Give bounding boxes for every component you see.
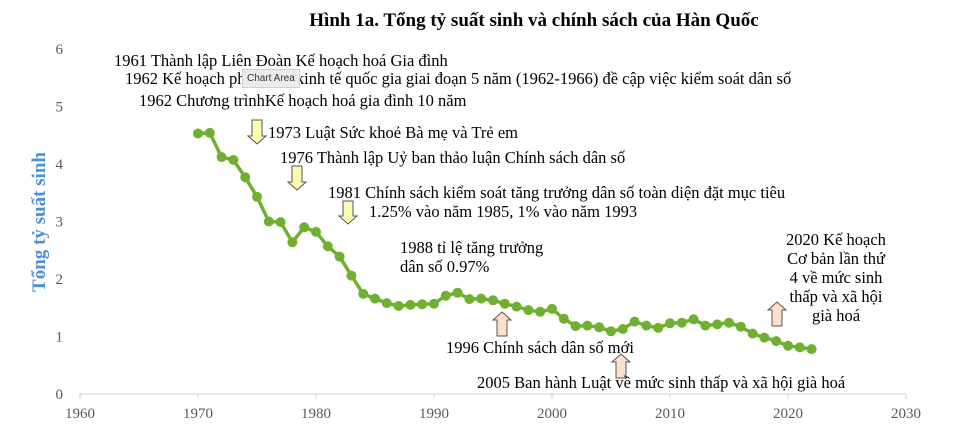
data-point: [665, 318, 675, 329]
data-point: [535, 306, 546, 317]
series-line: [193, 127, 817, 355]
y-tick-label: 0: [56, 387, 64, 403]
annotation-a1976: 1976 Thành lập Uỷ ban thảo luận Chính sá…: [280, 148, 625, 167]
annotation-a2005: 2005 Ban hành Luật về mức sinh thấp và x…: [477, 373, 846, 392]
data-point: [370, 293, 380, 304]
x-tick-label: 2030: [891, 406, 921, 422]
data-point: [629, 316, 640, 327]
data-point: [771, 336, 782, 347]
data-point: [511, 301, 522, 312]
data-point: [570, 321, 581, 332]
annotation-a1981: 1981 Chính sách kiểm soát tăng trưởng dâ…: [328, 183, 785, 202]
y-tick-label: 3: [56, 215, 64, 231]
data-point: [488, 295, 498, 306]
data-point: [712, 319, 723, 330]
annotation-arrows: [246, 119, 788, 379]
chart-title: Hình 1a. Tổng tỷ suất sinh và chính sách…: [309, 10, 758, 31]
data-point: [240, 172, 251, 183]
data-point: [263, 216, 274, 227]
data-point: [499, 298, 510, 309]
annotation-a2020: 2020 Kế hoạch: [786, 230, 887, 249]
data-point: [228, 155, 239, 165]
data-point: [287, 237, 298, 248]
data-point: [429, 298, 439, 309]
annotation-a1988: 1988 tỉ lệ tăng trưởng: [400, 238, 543, 257]
annotation-a2020: 4 về mức sinh: [790, 268, 884, 287]
data-point: [311, 226, 321, 237]
data-point: [440, 290, 451, 301]
data-point: [653, 322, 664, 333]
annotation-a1996: 1996 Chính sách dân số mới: [446, 338, 634, 357]
y-tick-label: 1: [56, 330, 64, 346]
data-point: [252, 191, 262, 202]
x-tick-label: 2020: [773, 406, 803, 422]
data-point: [806, 344, 817, 355]
y-tick-label: 6: [56, 42, 64, 58]
y-axis-label: Tổng tỷ suất sinh: [29, 152, 50, 292]
x-tick-label: 2000: [537, 406, 567, 422]
data-point: [641, 320, 652, 331]
data-point: [417, 299, 428, 310]
data-point: [735, 321, 746, 332]
data-point: [452, 287, 463, 298]
annotations: 1961 Thành lập Liên Đoàn Kế hoạch hoá Gi…: [114, 51, 887, 392]
annotation-a2020: già hoá: [812, 306, 861, 325]
annotation-a1962a: 1962 Kế hoạch phát triển kinh tế quốc gi…: [125, 69, 791, 88]
y-tick-label: 2: [56, 272, 64, 288]
arrow-up-icon: [610, 353, 632, 379]
data-point: [216, 152, 227, 163]
data-point: [783, 340, 793, 351]
x-tick-label: 1990: [419, 406, 449, 422]
data-point: [346, 270, 357, 281]
x-tick-label: 1960: [65, 406, 95, 422]
data-point: [606, 326, 616, 337]
data-point: [676, 317, 687, 328]
data-point: [558, 313, 569, 324]
data-point: [582, 320, 593, 331]
data-point: [393, 301, 404, 311]
y-tick-label: 4: [56, 157, 64, 173]
data-point: [405, 299, 416, 310]
data-point: [547, 303, 557, 314]
data-point: [334, 251, 345, 262]
x-tick-label: 2010: [655, 406, 685, 422]
data-point: [204, 127, 215, 138]
data-point: [193, 128, 203, 139]
x-tick-label: 1980: [301, 406, 331, 422]
axes: 1960 1970 1980 1990 2000 2010 2020 2030 0 1 2 3 4 5 6: [56, 42, 922, 422]
data-point: [476, 293, 487, 304]
annotation-a1962b: 1962 Chương trìnhKế hoạch hoá gia đình 1…: [139, 91, 467, 110]
data-point: [617, 324, 628, 334]
arrow-down-icon: [246, 119, 268, 145]
data-point: [523, 305, 534, 316]
y-tick-label: 5: [56, 100, 64, 116]
annotation-a1973: 1973 Luật Sức khoẻ Bà mẹ và Trẻ em: [268, 123, 518, 142]
annotation-a1988: dân số 0.97%: [400, 257, 490, 276]
data-point: [724, 317, 734, 328]
annotation-a1961: 1961 Thành lập Liên Đoàn Kế hoạch hoá Gi…: [114, 51, 448, 70]
data-point: [700, 320, 711, 331]
data-point: [275, 217, 286, 228]
chart-area-tooltip: Chart Area: [242, 69, 300, 88]
data-point: [688, 314, 699, 325]
annotation-a2020: Cơ bản lần thứ: [787, 249, 886, 268]
data-point: [381, 298, 392, 309]
annotation-a2020: thấp và xã hội: [789, 287, 882, 306]
arrow-up-icon: [766, 301, 788, 327]
data-point: [747, 328, 758, 339]
data-point: [594, 322, 605, 333]
x-tick-label: 1970: [183, 406, 213, 422]
data-point: [759, 332, 770, 343]
data-point: [794, 342, 805, 353]
annotation-a1981: 1.25% vào năm 1985, 1% vào năm 1993: [369, 202, 637, 221]
arrow-down-icon: [286, 165, 308, 191]
arrow-up-icon: [491, 311, 513, 337]
arrow-down-icon: [337, 200, 359, 225]
data-point: [358, 288, 369, 299]
data-point: [464, 294, 475, 305]
data-point: [299, 222, 310, 233]
data-point: [322, 241, 333, 252]
